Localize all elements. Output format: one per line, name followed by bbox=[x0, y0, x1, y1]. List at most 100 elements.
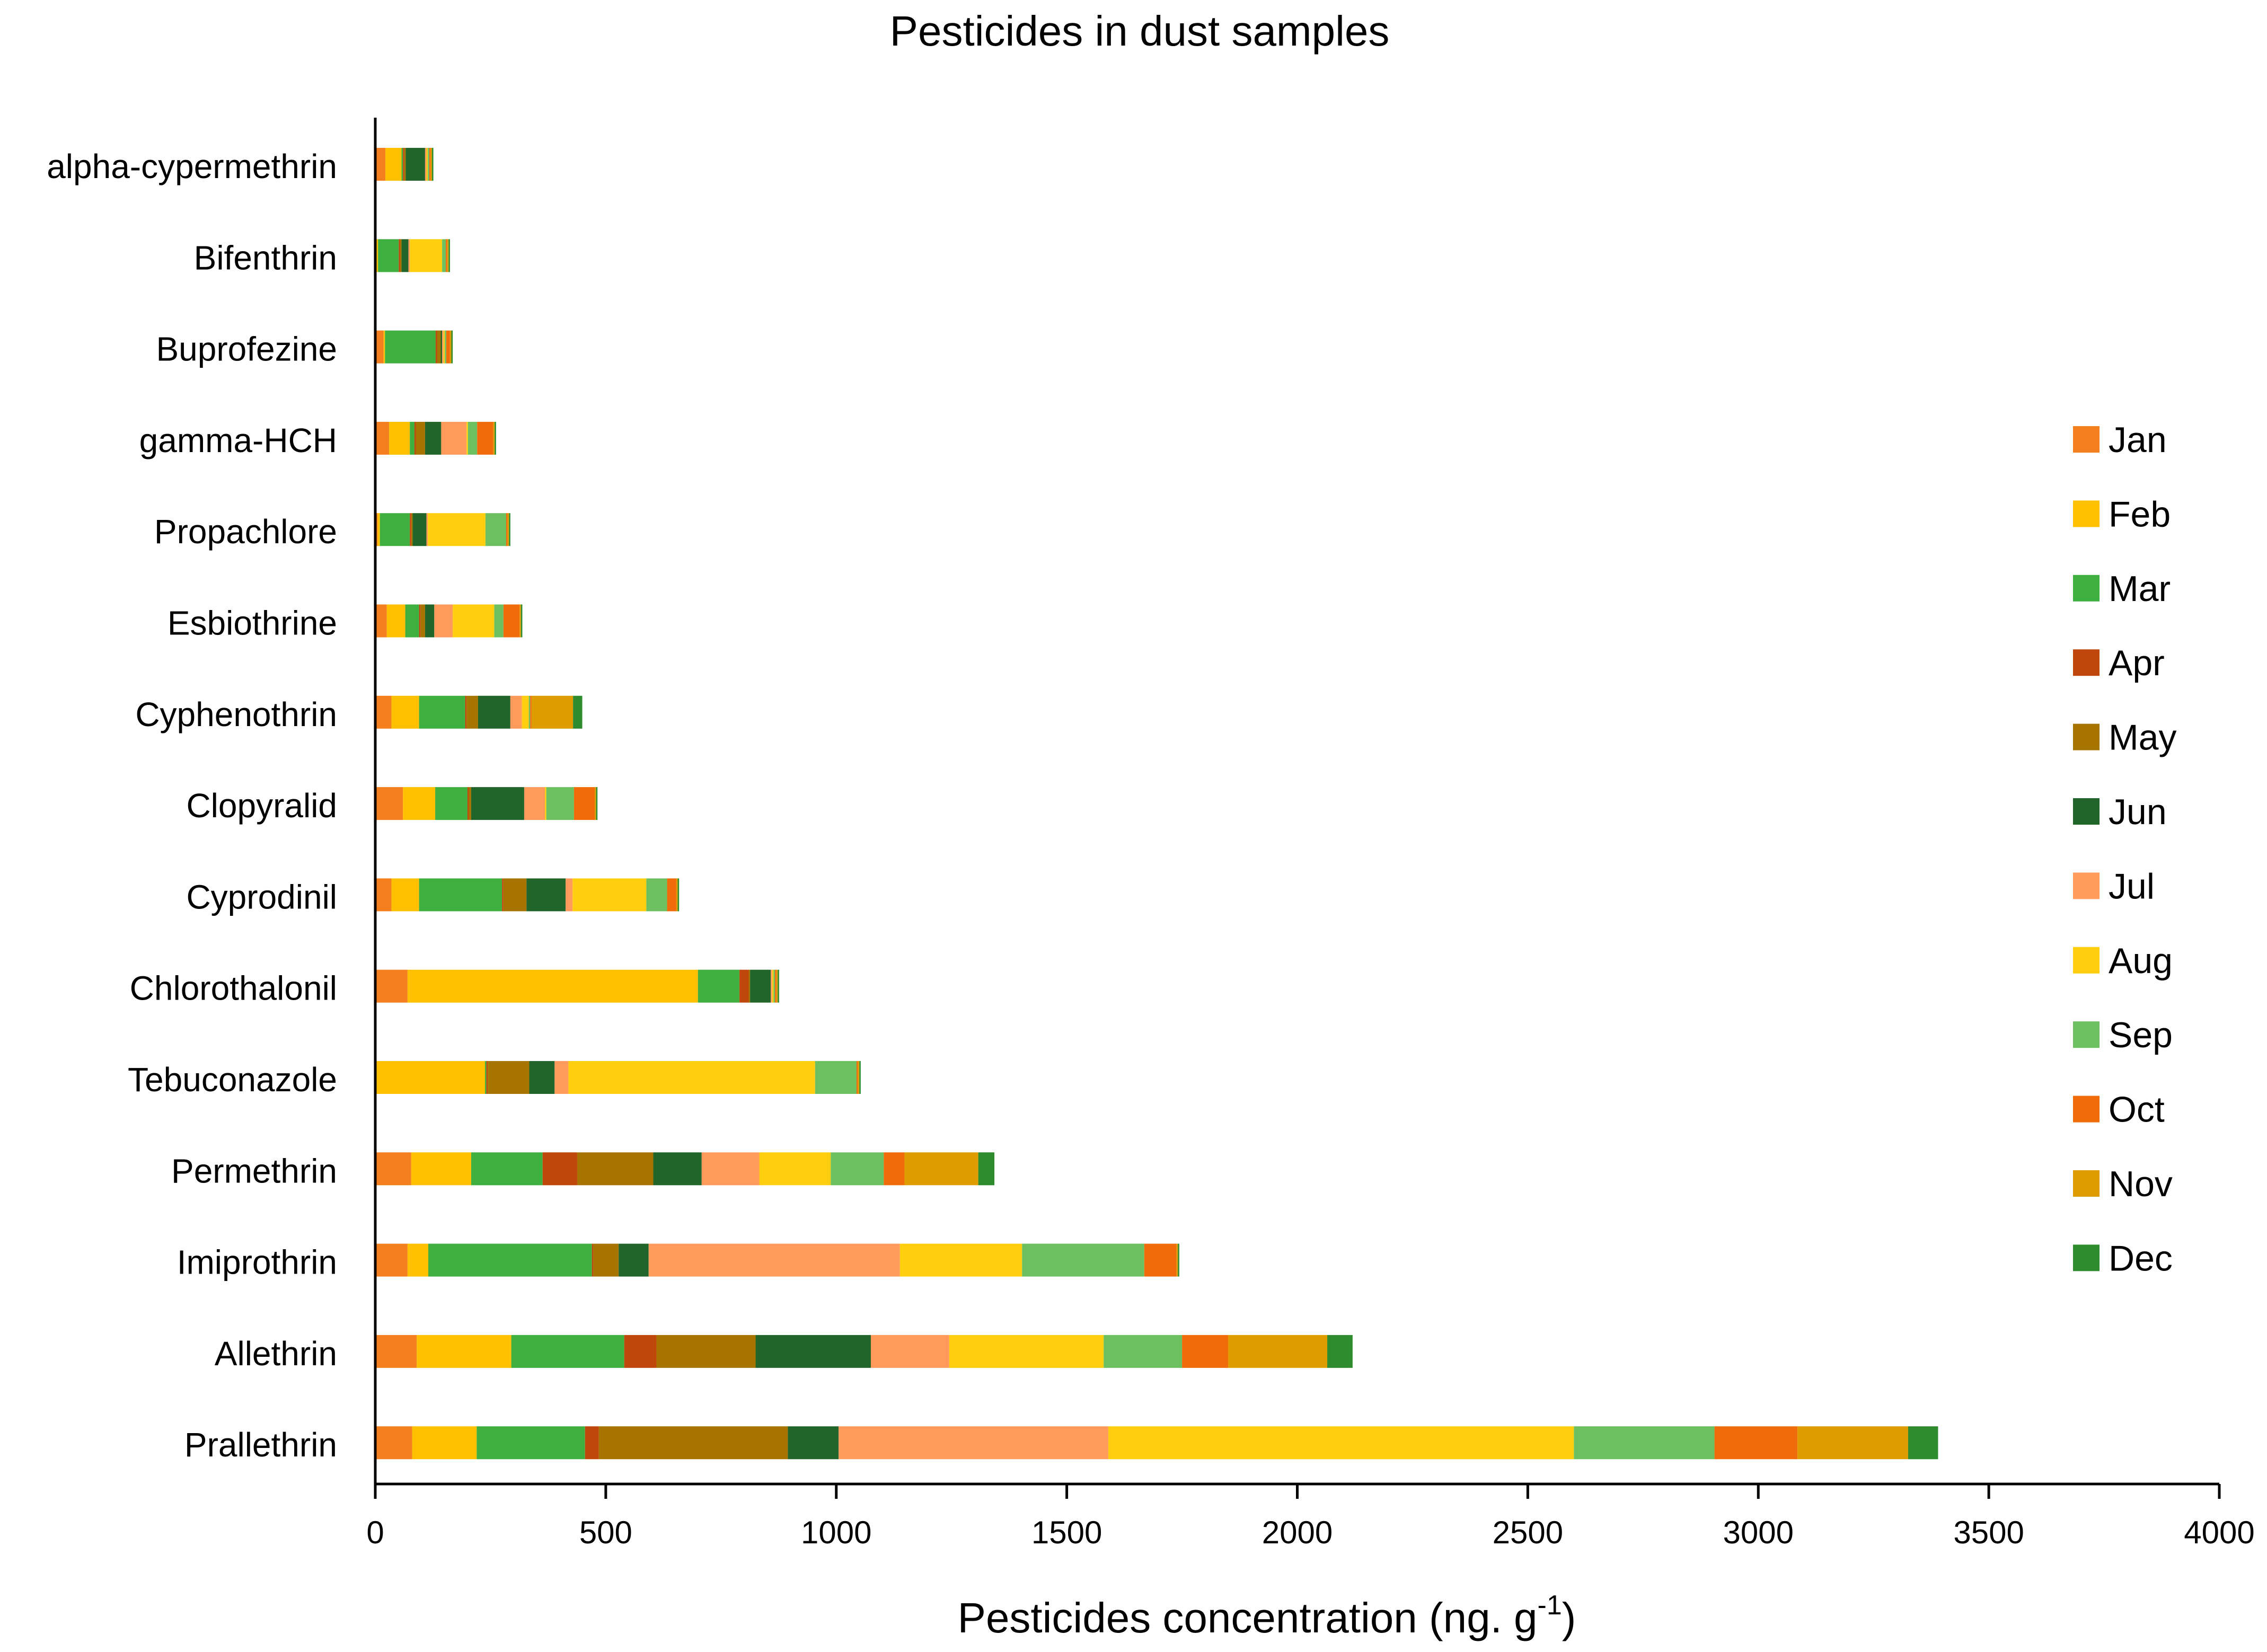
legend-swatch-mar bbox=[2073, 575, 2100, 602]
bar-permethrin-jun bbox=[653, 1152, 702, 1186]
bars-layer bbox=[375, 148, 1938, 1460]
bar-permethrin-may bbox=[577, 1152, 654, 1186]
bar-propachlore-apr bbox=[410, 513, 411, 546]
category-label-cyphenothrin: Cyphenothrin bbox=[135, 695, 337, 734]
bar-tebuconazole-nov bbox=[858, 1061, 860, 1094]
bar-gamma-hch-feb bbox=[389, 421, 410, 455]
bar-cyprodinil-may bbox=[503, 878, 527, 912]
legend-swatch-oct bbox=[2073, 1096, 2100, 1123]
bar-buprofezine-jun bbox=[440, 330, 443, 364]
bar-clopyralid-apr bbox=[467, 787, 469, 820]
bar-permethrin-jul bbox=[701, 1152, 760, 1186]
bar-alpha-cypermethrin-sep bbox=[428, 148, 429, 181]
bar-allethrin-mar bbox=[511, 1335, 624, 1368]
legend-swatch-jun bbox=[2073, 798, 2100, 825]
bar-alpha-cypermethrin-oct bbox=[429, 148, 431, 181]
bar-prallethrin-may bbox=[598, 1426, 788, 1460]
bar-propachlore-feb bbox=[377, 513, 380, 546]
bar-tebuconazole-mar bbox=[485, 1061, 487, 1094]
bar-clopyralid-mar bbox=[435, 787, 467, 820]
bar-imiprothrin-feb bbox=[407, 1243, 429, 1277]
bar-esbiothrine-oct bbox=[503, 604, 520, 638]
bar-imiprothrin-mar bbox=[428, 1243, 592, 1277]
bar-tebuconazole-apr bbox=[486, 1061, 488, 1094]
x-axis-title-main: Pesticides concentration (ng. g bbox=[958, 1594, 1538, 1641]
bar-allethrin-jul bbox=[870, 1335, 949, 1368]
bar-cyphenothrin-jun bbox=[478, 695, 510, 729]
bar-clopyralid-aug bbox=[545, 787, 546, 820]
bar-tebuconazole-oct bbox=[857, 1061, 858, 1094]
bar-propachlore-sep bbox=[485, 513, 507, 546]
bar-esbiothrine-apr bbox=[419, 604, 421, 638]
bar-chlorothalonil-jul bbox=[771, 969, 772, 1003]
bar-allethrin-sep bbox=[1104, 1335, 1183, 1368]
bar-propachlore-dec bbox=[509, 513, 510, 546]
category-labels: alpha-cypermethrin Bifenthrin Buprofezine g… bbox=[47, 147, 337, 1464]
legend-label-sep: Sep bbox=[2109, 1015, 2173, 1055]
bar-propachlore-aug bbox=[428, 513, 486, 546]
bar-propachlore-nov bbox=[507, 513, 509, 546]
bar-clopyralid-jun bbox=[471, 787, 524, 820]
bar-bifenthrin-sep bbox=[442, 239, 446, 272]
bar-imiprothrin-aug bbox=[899, 1243, 1022, 1277]
bar-imiprothrin-may bbox=[593, 1243, 619, 1277]
bar-bifenthrin-dec bbox=[448, 239, 450, 272]
x-tick-label: 2000 bbox=[1262, 1515, 1333, 1550]
bar-cyprodinil-apr bbox=[502, 878, 504, 912]
legend-label-dec: Dec bbox=[2109, 1238, 2173, 1278]
category-label-propachlore: Propachlore bbox=[154, 513, 337, 551]
bar-chlorothalonil-oct bbox=[775, 969, 777, 1003]
bar-gamma-hch-oct bbox=[477, 421, 493, 455]
bar-esbiothrine-feb bbox=[386, 604, 405, 638]
x-tick-label: 3000 bbox=[1723, 1515, 1794, 1550]
bar-imiprothrin-jul bbox=[648, 1243, 900, 1277]
bar-allethrin-may bbox=[656, 1335, 756, 1368]
category-label-permethrin: Permethrin bbox=[171, 1152, 337, 1190]
bar-tebuconazole-sep bbox=[815, 1061, 857, 1094]
bar-esbiothrine-dec bbox=[521, 604, 523, 638]
bar-bifenthrin-oct bbox=[446, 239, 447, 272]
bar-permethrin-feb bbox=[411, 1152, 471, 1186]
bar-tebuconazole-aug bbox=[568, 1061, 815, 1094]
legend-swatch-aug bbox=[2073, 947, 2100, 974]
category-label-alpha-cypermethrin: alpha-cypermethrin bbox=[47, 147, 337, 185]
legend-swatch-jul bbox=[2073, 872, 2100, 899]
bar-buprofezine-mar bbox=[385, 330, 436, 364]
bar-bifenthrin-nov bbox=[447, 239, 449, 272]
bar-chlorothalonil-may bbox=[748, 969, 751, 1003]
bar-propachlore-jul bbox=[426, 513, 428, 546]
bar-gamma-hch-sep bbox=[467, 421, 478, 455]
bar-cyprodinil-mar bbox=[419, 878, 502, 912]
bar-cyprodinil-jun bbox=[526, 878, 566, 912]
bar-gamma-hch-aug bbox=[466, 421, 468, 455]
bar-cyprodinil-nov bbox=[676, 878, 678, 912]
bar-allethrin-oct bbox=[1182, 1335, 1229, 1368]
bar-clopyralid-dec bbox=[596, 787, 598, 820]
bar-allethrin-aug bbox=[949, 1335, 1104, 1368]
bar-chlorothalonil-apr bbox=[739, 969, 749, 1003]
bar-chlorothalonil-aug bbox=[772, 969, 774, 1003]
bar-gamma-hch-dec bbox=[495, 421, 496, 455]
x-tick-label: 1000 bbox=[801, 1515, 871, 1550]
bar-buprofezine-jul bbox=[442, 330, 444, 364]
bar-prallethrin-nov bbox=[1797, 1426, 1908, 1460]
legend-swatch-jan bbox=[2073, 426, 2100, 453]
category-label-cyprodinil: Cyprodinil bbox=[186, 878, 337, 916]
category-label-buprofezine: Buprofezine bbox=[156, 330, 337, 368]
bar-cyprodinil-aug bbox=[572, 878, 647, 912]
bar-buprofezine-oct bbox=[446, 330, 450, 364]
bar-permethrin-apr bbox=[542, 1152, 577, 1186]
legend-label-oct: Oct bbox=[2109, 1090, 2165, 1130]
bar-cyprodinil-sep bbox=[646, 878, 667, 912]
bar-cyprodinil-oct bbox=[667, 878, 676, 912]
bar-cyphenothrin-jan bbox=[375, 695, 392, 729]
bar-chlorothalonil-feb bbox=[407, 969, 698, 1003]
x-tick-label: 3500 bbox=[1953, 1515, 2024, 1550]
bar-propachlore-may bbox=[411, 513, 413, 546]
bar-tebuconazole-jul bbox=[554, 1061, 569, 1094]
x-tick-label: 4000 bbox=[2184, 1515, 2254, 1550]
x-axis-title-superscript: -1 bbox=[1538, 1590, 1562, 1621]
legend-label-jan: Jan bbox=[2109, 420, 2167, 460]
category-label-tebuconazole: Tebuconazole bbox=[128, 1061, 337, 1099]
